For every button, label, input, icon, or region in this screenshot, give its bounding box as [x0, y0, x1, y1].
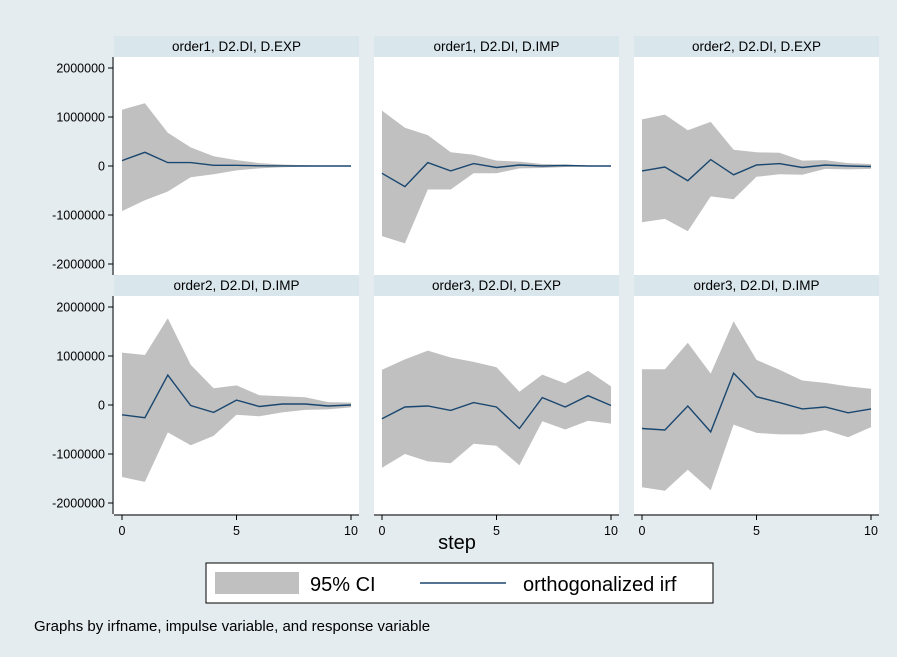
panel-header	[114, 275, 359, 296]
panel-3: order2, D2.DI, D.EXP	[634, 36, 879, 275]
x-tick-label: 0	[379, 524, 386, 538]
legend-ci-label: 95% CI	[310, 574, 376, 596]
y-tick-label: 1000000	[56, 350, 105, 364]
y-tick-label: -2000000	[52, 258, 105, 272]
panel-4: order2, D2.DI, D.IMP 2000000 1000000 0 -1000…	[52, 275, 359, 538]
ci-band	[122, 103, 351, 212]
x-tick-label: 5	[233, 524, 240, 538]
y-tick-label: 0	[98, 399, 105, 413]
ci-band	[642, 114, 871, 232]
panel-5: order3, D2.DI, D.EXP 0 5 10	[374, 275, 619, 538]
x-tick-label: 5	[753, 524, 760, 538]
x-tick-label: 10	[604, 524, 618, 538]
panels-group: order1, D2.DI, D.EXP 2000000 1000000 0 -1000…	[52, 36, 879, 538]
panel-header	[374, 36, 619, 57]
graph-note: Graphs by irfname, impulse variable, and…	[34, 618, 430, 635]
panel-title: order1, D2.DI, D.IMP	[433, 39, 559, 54]
ci-band	[382, 110, 611, 244]
irf-line	[381, 394, 612, 430]
x-tick-label: 0	[639, 524, 646, 538]
ci-band	[382, 350, 611, 468]
irf-line	[381, 161, 611, 188]
y-tick-label: 1000000	[56, 111, 105, 125]
panel-header	[114, 36, 359, 57]
panel-1: order1, D2.DI, D.EXP 2000000 1000000 0 -1000…	[52, 36, 359, 275]
irf-line	[641, 158, 872, 182]
panel-2: order1, D2.DI, D.IMP	[374, 36, 619, 275]
panel-title: order3, D2.DI, D.EXP	[432, 278, 561, 293]
legend: 95% CI orthogonalized irf	[205, 562, 714, 604]
irf-line	[121, 373, 352, 419]
irf-line	[121, 151, 351, 167]
x-tick-label: 10	[344, 524, 358, 538]
panel-title: order1, D2.DI, D.EXP	[172, 39, 301, 54]
y-tick-label: 2000000	[56, 301, 105, 315]
panel-6: order3, D2.DI, D.IMP 0 5 10	[634, 275, 879, 538]
irf-line	[641, 371, 872, 434]
panel-header	[634, 275, 879, 296]
x-tick-label: 5	[493, 524, 500, 538]
legend-ci-swatch	[215, 572, 299, 594]
panel-header	[374, 275, 619, 296]
y-tick-label: 0	[98, 160, 105, 174]
panel-title: order3, D2.DI, D.IMP	[693, 278, 819, 293]
panel-title: order2, D2.DI, D.EXP	[692, 39, 821, 54]
y-tick-label: -1000000	[52, 448, 105, 462]
x-tick-label: 10	[864, 524, 878, 538]
y-tick-label: -2000000	[52, 497, 105, 511]
y-tick-label: -1000000	[52, 209, 105, 223]
ci-band	[642, 321, 871, 491]
x-tick-label: 0	[119, 524, 126, 538]
panel-title: order2, D2.DI, D.IMP	[173, 278, 299, 293]
legend-irf-label: orthogonalized irf	[523, 574, 677, 596]
x-axis-title: step	[438, 532, 476, 554]
panel-header	[634, 36, 879, 57]
y-tick-label: 2000000	[56, 62, 105, 76]
